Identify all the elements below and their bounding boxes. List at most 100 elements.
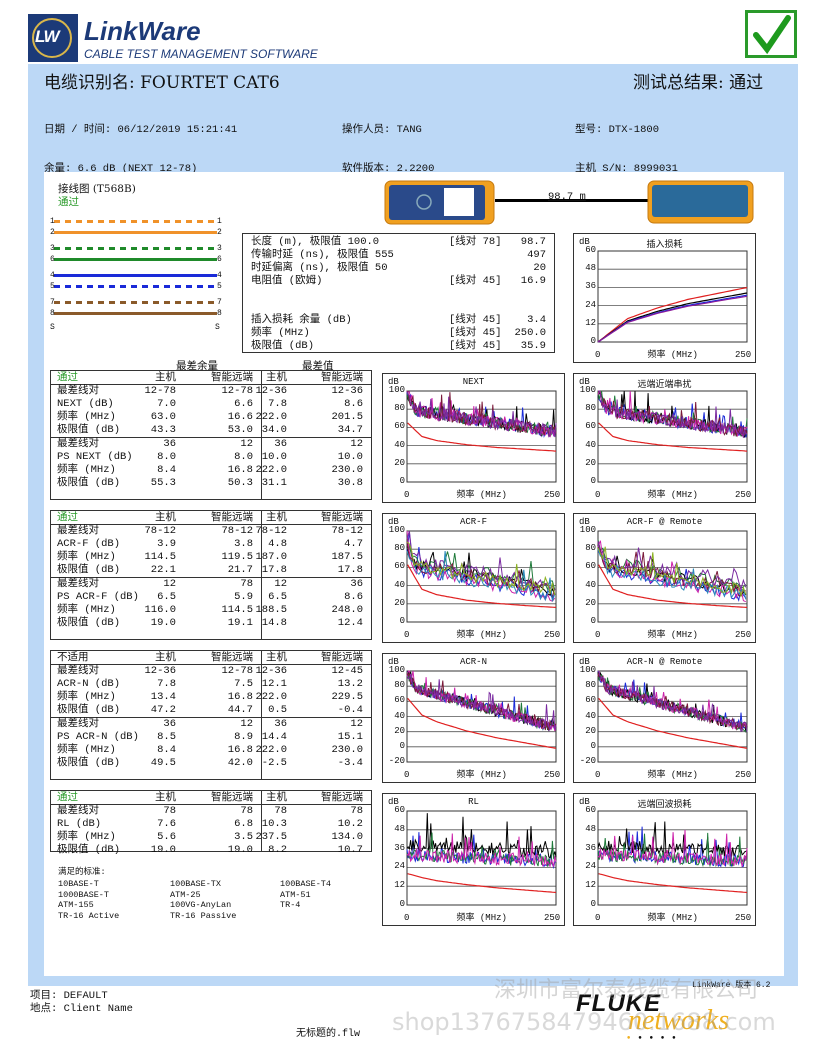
cable-id-title: 电缆识别名: FOURTET CAT6 [44,73,280,93]
watermark-shop: shop1376758479460.1688.com [392,1008,776,1036]
y-tick-label: 20 [585,457,596,468]
wire-pair-line [54,312,217,315]
chart-y-unit: dB [388,797,399,807]
table-row: NEXT (dB) 7.0 6.6 7.8 8.6 [57,398,363,410]
table-row: 最差线对 78 78 78 78 [57,805,363,817]
y-tick-label: 20 [394,725,405,736]
y-tick-label: 100 [579,525,596,535]
table-row: PS ACR-F (dB) 6.5 5.9 6.5 8.6 [57,591,363,603]
worst-margin-heading: 最差余量 [176,360,218,372]
y-tick-label: 0 [590,740,596,751]
il-freq-row: 频率 (MHz) [线对 45] 250.0 [251,327,546,339]
x-axis-label: 频率 (MHz) [456,913,507,923]
wire-pair-line [54,220,217,223]
table-row: 频率 (MHz) 63.0 16.6 222.0 201.5 [57,411,363,423]
y-tick-label: 80 [585,680,596,691]
il-margin-row: 插入损耗 余量 (dB) [线对 45] 3.4 [251,314,546,326]
project-label: 项目: DEFAULT [30,990,108,1002]
y-tick-label: 80 [394,543,405,554]
pin-number: 7 [217,298,222,307]
y-tick-label: 36 [585,842,596,853]
x-tick-label: 0 [595,770,601,780]
wire-pair-line [54,301,217,304]
x-tick-label: 0 [404,630,410,640]
table-row: 最差线对 12-78 12-78 12-36 12-36 [57,385,363,397]
y-tick-label: 12 [585,880,596,891]
y-tick-label: 60 [394,695,405,706]
y-tick-label: 0 [399,616,405,626]
y-tick-label: 100 [579,385,596,395]
table-row: 频率 (MHz) 5.6 3.5 237.5 134.0 [57,831,363,843]
y-tick-label: 24 [394,861,405,872]
y-tick-label: 40 [585,710,596,721]
table-row: 极限值 (dB) 19.0 19.1 14.8 12.4 [57,617,363,629]
y-tick-label: 60 [585,421,596,432]
pin-number: 6 [217,255,222,264]
chart-2: 远端近端串扰 dB 0 20 40 60 80 100 0 250 频率 (MHz) [573,373,756,503]
table-row: 极限值 (dB) 19.0 19.0 8.2 10.7 [57,844,363,856]
chart-y-unit: dB [388,377,399,387]
y-tick-label: 0 [399,899,405,909]
x-tick-label: 0 [595,490,601,500]
standards-title: 满足的标准: [58,867,106,877]
y-tick-label: 0 [590,336,596,346]
prop-delay-row: 传输时延 (ns), 极限值 555 497 [251,249,546,261]
y-tick-label: 80 [394,403,405,414]
pin-number: 3 [217,244,222,253]
y-tick-label: 80 [394,680,405,691]
table-row: 极限值 (dB) 43.3 53.0 34.0 34.7 [57,424,363,436]
x-tick-label: 0 [595,630,601,640]
chart-title: 远端回波损耗 [637,800,692,810]
table-header-row: 通过 主机 智能远端 主机 智能远端 [57,512,363,524]
table-row: 极限值 (dB) 47.2 44.7 0.5 -0.4 [57,704,363,716]
pin-number: 1 [217,217,222,226]
pin-number: 2 [50,228,55,237]
worst-value-heading: 最差值 [302,360,334,372]
standard-item: 10BASE-T [58,879,99,889]
version-label: LinkWare 版本 6.2 [692,981,771,990]
chart-y-unit: dB [388,657,399,667]
y-tick-label: 60 [394,421,405,432]
wire-pair-line [54,258,217,261]
y-tick-label: 80 [585,543,596,554]
table-status: 不适用 [57,652,89,664]
y-tick-label: 40 [394,710,405,721]
resistance-row: 电阻值 (欧姆) [线对 45] 16.9 [251,275,546,287]
wire-pair-line [54,274,217,277]
y-tick-label: 60 [585,805,596,815]
x-tick-label: 250 [735,630,752,640]
chart-3: ACR-F dB 0 20 40 60 80 100 0 250 频率 (MHz) [382,513,565,643]
results-table: 通过 主机 智能远端 主机 智能远端 最差线对 12-78 12-78 12-36 12-36… [50,370,372,500]
chart-title: NEXT [462,377,485,387]
table-row: 最差线对 36 12 36 12 [57,438,363,450]
filename-label: 无标题的.flw [296,1029,361,1040]
standard-item: TR-16 Active [58,910,120,921]
y-tick-label: 100 [579,665,596,675]
table-status: 通过 [57,792,78,804]
x-axis-label: 频率 (MHz) [456,490,507,500]
y-tick-label: 100 [388,525,405,535]
standard-item: 100BASE-TX [170,879,222,889]
standard-item: ATM-51 [280,889,311,900]
table-row: 极限值 (dB) 49.5 42.0 -2.5 -3.4 [57,757,363,769]
y-tick-label: -20 [579,756,596,766]
operator: 操作人员: TANG [342,123,422,136]
y-tick-label: 60 [394,561,405,572]
pin-number: 1 [50,217,55,226]
chart-title: ACR-F @ Remote [626,517,703,527]
chart-title: ACR-N @ Remote [626,657,703,667]
overall-result: 测试总结果: 通过 [633,73,764,93]
chart-title: ACR-F [459,517,487,527]
model: 型号: DTX-1800 [575,123,660,136]
y-tick-label: 0 [590,899,596,909]
length-summary-box: 长度 (m), 极限值 100.0 [线对 78] 98.7 传输时延 (ns), … [242,233,555,353]
pin-number: 6 [50,255,55,264]
chart-y-unit: dB [579,657,590,667]
table-status: 通过 [57,512,78,524]
checkmark-icon [745,10,797,58]
y-tick-label: 40 [394,579,405,590]
table-row: 频率 (MHz) 114.5 119.5 187.0 187.5 [57,551,363,563]
table-header-row: 通过 主机 智能远端 主机 智能远端 [57,792,363,804]
watermark-company: 深圳市富尔泰线缆有限公司 [494,978,759,1003]
results-table: 通过 主机 智能远端 主机 智能远端 最差线对 78-12 78-12 78-12 78-12… [50,510,372,640]
